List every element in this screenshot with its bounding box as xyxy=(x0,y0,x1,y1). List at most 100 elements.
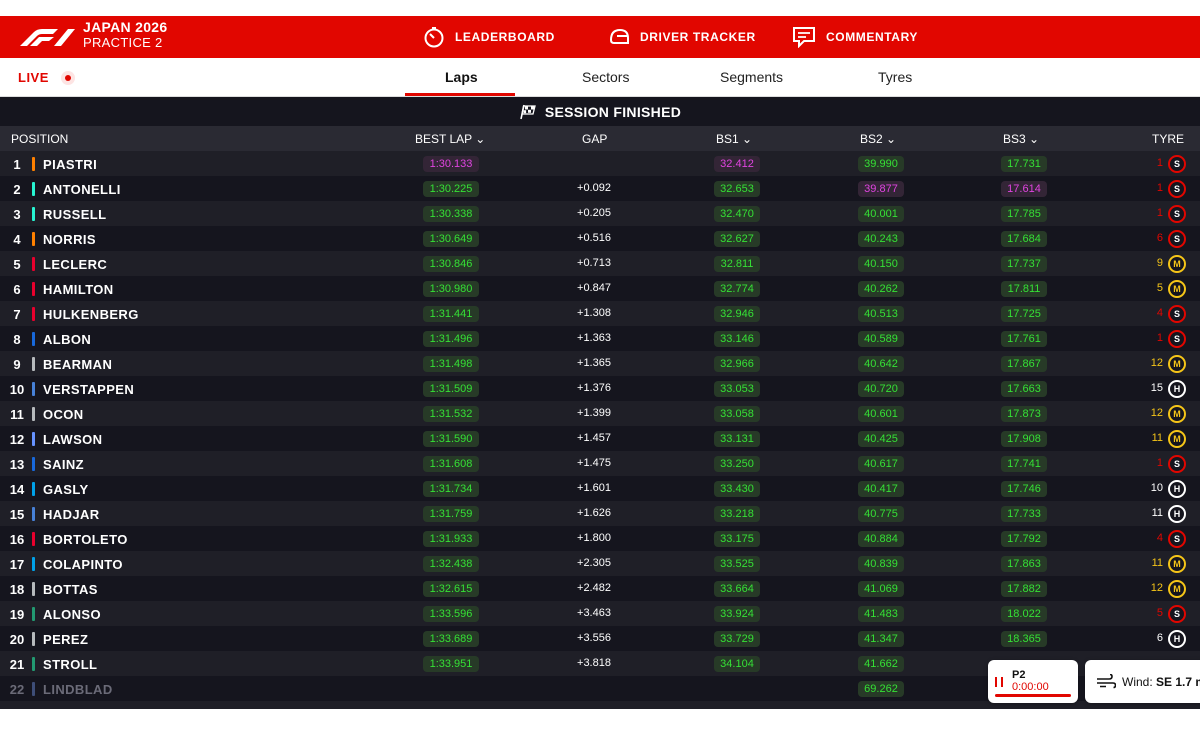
table-row[interactable]: 1 PIASTRI 1:30.133 32.412 39.990 17.731 1 S xyxy=(0,151,1200,176)
team-color-bar xyxy=(32,282,35,296)
tyre-compound-icon: M xyxy=(1168,355,1186,373)
row-bs1: 33.218 xyxy=(714,506,760,522)
table-row[interactable]: 20 PEREZ 1:33.689 +3.556 33.729 41.347 18.365 6… xyxy=(0,626,1200,651)
table-row[interactable]: 6 HAMILTON 1:30.980 +0.847 32.774 40.262 17.81… xyxy=(0,276,1200,301)
event-title: JAPAN 2026 xyxy=(83,19,168,35)
weather-card[interactable]: Wind: SE 1.7 m xyxy=(1085,660,1200,703)
nav-driver-tracker-label: DRIVER TRACKER xyxy=(640,30,756,44)
chevron-down-icon: ⌄ xyxy=(886,132,897,146)
table-row[interactable]: 10 VERSTAPPEN 1:31.509 +1.376 33.053 40.720 17… xyxy=(0,376,1200,401)
table-row[interactable]: 7 HULKENBERG 1:31.441 +1.308 32.946 40.513 17.… xyxy=(0,301,1200,326)
row-driver-name: BORTOLETO xyxy=(43,532,128,547)
row-position: 16 xyxy=(9,532,25,547)
tab-tyres[interactable]: Tyres xyxy=(878,69,913,85)
row-position: 5 xyxy=(13,257,21,272)
table-row[interactable]: 19 ALONSO 1:33.596 +3.463 33.924 41.483 18.022… xyxy=(0,601,1200,626)
tyre-compound-icon: H xyxy=(1168,505,1186,523)
tyre-compound-icon: M xyxy=(1168,280,1186,298)
row-best-lap: 1:30.338 xyxy=(423,206,479,222)
table-row[interactable]: 2 ANTONELLI 1:30.225 +0.092 32.653 39.877 17.6… xyxy=(0,176,1200,201)
table-row[interactable]: 3 RUSSELL 1:30.338 +0.205 32.470 40.001 17.785… xyxy=(0,201,1200,226)
checkered-flag-icon xyxy=(520,104,536,119)
tyre-compound-icon: S xyxy=(1168,205,1186,223)
row-driver-name: SAINZ xyxy=(43,457,84,472)
row-driver-name: PIASTRI xyxy=(43,157,98,172)
row-bs1: 33.525 xyxy=(714,556,760,572)
tab-segments[interactable]: Segments xyxy=(720,69,784,85)
row-bs2: 40.775 xyxy=(858,506,904,522)
row-tyre-laps: 1 xyxy=(1156,157,1163,169)
tab-laps[interactable]: Laps xyxy=(445,69,478,85)
row-gap: +0.713 xyxy=(577,257,611,269)
row-bs1: 32.774 xyxy=(714,281,760,297)
table-row[interactable]: 13 SAINZ 1:31.608 +1.475 33.250 40.617 17.741 1… xyxy=(0,451,1200,476)
nav-driver-tracker[interactable]: DRIVER TRACKER xyxy=(608,16,756,58)
row-bs1: 33.175 xyxy=(714,531,760,547)
team-color-bar xyxy=(32,357,35,371)
row-best-lap: 1:32.438 xyxy=(423,556,479,572)
team-color-bar xyxy=(32,657,35,671)
row-best-lap: 1:32.615 xyxy=(423,581,479,597)
f1-logo[interactable] xyxy=(18,26,76,48)
tyre-compound-icon: S xyxy=(1168,180,1186,198)
row-driver-name: PEREZ xyxy=(43,632,89,647)
top-strip xyxy=(0,0,1200,16)
table-row[interactable]: 8 ALBON 1:31.496 +1.363 33.146 40.589 17.761 1 S xyxy=(0,326,1200,351)
row-gap: +1.800 xyxy=(577,532,611,544)
table-row[interactable]: 15 HADJAR 1:31.759 +1.626 33.218 40.775 17.733… xyxy=(0,501,1200,526)
tyre-compound-icon: M xyxy=(1168,555,1186,573)
table-row[interactable]: 12 LAWSON 1:31.590 +1.457 33.131 40.425 17.908… xyxy=(0,426,1200,451)
row-tyre-laps: 1 xyxy=(1156,332,1163,344)
row-position: 18 xyxy=(9,582,25,597)
row-bs3: 17.908 xyxy=(1001,431,1047,447)
table-row[interactable]: 17 COLAPINTO 1:32.438 +2.305 33.525 40.839 17.… xyxy=(0,551,1200,576)
row-gap: +2.305 xyxy=(577,557,611,569)
row-gap: +0.847 xyxy=(577,282,611,294)
row-best-lap: 1:30.133 xyxy=(423,156,479,172)
row-driver-name: HADJAR xyxy=(43,507,100,522)
row-bs3: 17.746 xyxy=(1001,481,1047,497)
row-driver-name: LAWSON xyxy=(43,432,103,447)
col-bs2[interactable]: BS2 ⌄ xyxy=(860,132,896,146)
row-gap: +3.818 xyxy=(577,657,611,669)
session-clock-card[interactable]: P2 0:00:00 xyxy=(988,660,1078,703)
table-row[interactable]: 14 GASLY 1:31.734 +1.601 33.430 40.417 17.746 1… xyxy=(0,476,1200,501)
table-row[interactable]: 9 BEARMAN 1:31.498 +1.365 32.966 40.642 17.867… xyxy=(0,351,1200,376)
team-color-bar xyxy=(32,607,35,621)
row-bs2: 40.150 xyxy=(858,256,904,272)
tyre-compound-icon: M xyxy=(1168,405,1186,423)
tyre-compound-icon: M xyxy=(1168,430,1186,448)
col-gap: GAP xyxy=(582,132,608,146)
col-bs3[interactable]: BS3 ⌄ xyxy=(1003,132,1039,146)
row-best-lap: 1:31.498 xyxy=(423,356,479,372)
nav-leaderboard[interactable]: LEADERBOARD xyxy=(423,16,555,58)
table-body: 1 PIASTRI 1:30.133 32.412 39.990 17.731 1 S 2 ANT… xyxy=(0,151,1200,701)
row-position: 6 xyxy=(13,282,21,297)
row-gap: +1.475 xyxy=(577,457,611,469)
table-row[interactable]: 18 BOTTAS 1:32.615 +2.482 33.664 41.069 17.882… xyxy=(0,576,1200,601)
session-status-text: SESSION FINISHED xyxy=(544,103,682,120)
table-row[interactable]: 11 OCON 1:31.532 +1.399 33.058 40.601 17.873 12… xyxy=(0,401,1200,426)
row-bs3: 17.725 xyxy=(1001,306,1047,322)
row-bs2: 39.990 xyxy=(858,156,904,172)
chat-icon xyxy=(793,27,815,48)
tyre-compound-icon: S xyxy=(1168,605,1186,623)
table-row[interactable]: 5 LECLERC 1:30.846 +0.713 32.811 40.150 17.737… xyxy=(0,251,1200,276)
table-row[interactable]: 16 BORTOLETO 1:31.933 +1.800 33.175 40.884 17.… xyxy=(0,526,1200,551)
nav-commentary[interactable]: COMMENTARY xyxy=(792,16,918,58)
row-position: 20 xyxy=(9,632,25,647)
tab-sectors[interactable]: Sectors xyxy=(582,69,630,85)
row-gap: +1.363 xyxy=(577,332,611,344)
row-bs1: 33.058 xyxy=(714,406,760,422)
row-driver-name: OCON xyxy=(43,407,84,422)
helmet-icon xyxy=(609,28,629,44)
wind-label: Wind: xyxy=(1122,675,1153,689)
row-gap: +2.482 xyxy=(577,582,611,594)
col-best-lap[interactable]: BEST LAP ⌄ xyxy=(415,132,485,146)
table-row[interactable]: 4 NORRIS 1:30.649 +0.516 32.627 40.243 17.684 6… xyxy=(0,226,1200,251)
row-tyre-laps: 1 xyxy=(1156,207,1163,219)
row-tyre-laps: 12 xyxy=(1150,357,1163,369)
team-color-bar xyxy=(32,557,35,571)
team-color-bar xyxy=(32,182,35,196)
col-bs1[interactable]: BS1 ⌄ xyxy=(716,132,752,146)
